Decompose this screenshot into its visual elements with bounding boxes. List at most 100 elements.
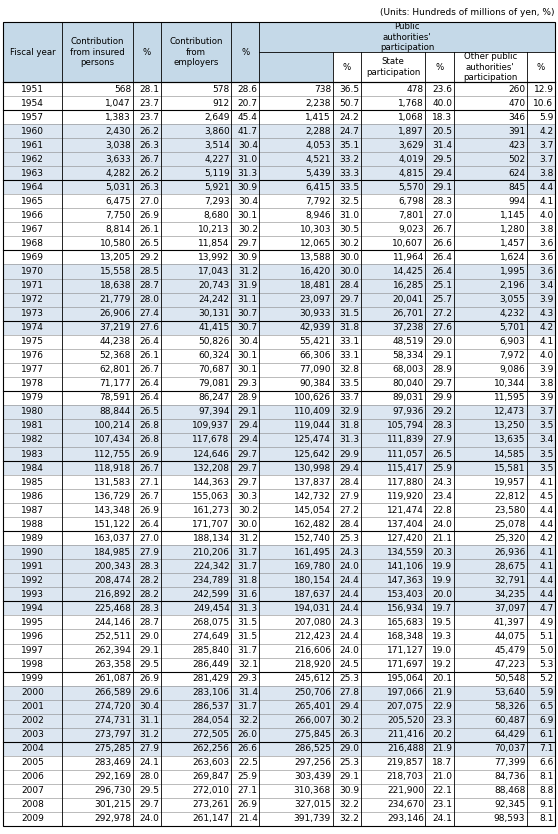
Text: 50.7: 50.7 bbox=[339, 98, 359, 108]
Text: 263,358: 263,358 bbox=[94, 660, 131, 669]
Text: 1977: 1977 bbox=[21, 365, 44, 374]
Text: 33.3: 33.3 bbox=[339, 168, 359, 178]
Text: 37,219: 37,219 bbox=[100, 323, 131, 332]
Text: 1951: 1951 bbox=[21, 84, 44, 93]
Text: 19.9: 19.9 bbox=[432, 575, 452, 585]
Text: 10,303: 10,303 bbox=[300, 225, 331, 234]
Text: 210,206: 210,206 bbox=[193, 548, 230, 557]
Text: 13,250: 13,250 bbox=[494, 421, 525, 430]
Text: 33.2: 33.2 bbox=[339, 155, 359, 163]
Text: 24.1: 24.1 bbox=[140, 758, 159, 767]
Text: 13,635: 13,635 bbox=[494, 435, 525, 445]
Text: 20.3: 20.3 bbox=[432, 548, 452, 557]
Text: 4.0: 4.0 bbox=[539, 211, 554, 220]
Text: 4.0: 4.0 bbox=[539, 351, 554, 360]
Bar bbox=[3, 124, 555, 138]
Text: 1970: 1970 bbox=[21, 267, 44, 276]
Text: 9,023: 9,023 bbox=[398, 225, 424, 234]
Text: 263,603: 263,603 bbox=[193, 758, 230, 767]
Text: %: % bbox=[142, 48, 151, 57]
Text: 27.6: 27.6 bbox=[432, 323, 452, 332]
Text: 242,599: 242,599 bbox=[193, 590, 230, 599]
Text: 1997: 1997 bbox=[21, 646, 44, 655]
Text: 26.4: 26.4 bbox=[140, 379, 159, 389]
Text: 31.8: 31.8 bbox=[238, 575, 258, 585]
Text: 60,487: 60,487 bbox=[494, 716, 525, 726]
Text: 27.4: 27.4 bbox=[140, 309, 159, 318]
Bar bbox=[3, 279, 555, 293]
Text: 1,047: 1,047 bbox=[105, 98, 131, 108]
Text: 29.0: 29.0 bbox=[339, 744, 359, 753]
Text: 283,106: 283,106 bbox=[193, 688, 230, 697]
Text: 30.7: 30.7 bbox=[238, 323, 258, 332]
Text: 26.1: 26.1 bbox=[139, 225, 159, 234]
Text: 3,633: 3,633 bbox=[105, 155, 131, 163]
Text: 27.9: 27.9 bbox=[139, 548, 159, 557]
Text: 30.9: 30.9 bbox=[339, 786, 359, 796]
Text: 125,642: 125,642 bbox=[294, 450, 331, 459]
Text: 48,519: 48,519 bbox=[393, 337, 424, 346]
Bar bbox=[3, 644, 555, 657]
Text: 11,964: 11,964 bbox=[393, 253, 424, 262]
Text: 111,057: 111,057 bbox=[387, 450, 424, 459]
Text: 27.1: 27.1 bbox=[238, 786, 258, 796]
Text: 27.6: 27.6 bbox=[139, 323, 159, 332]
Text: 31.8: 31.8 bbox=[339, 323, 359, 332]
Text: 1964: 1964 bbox=[21, 183, 44, 192]
Text: 3,055: 3,055 bbox=[499, 295, 525, 304]
Text: 2,238: 2,238 bbox=[306, 98, 331, 108]
Text: 24.5: 24.5 bbox=[339, 660, 359, 669]
Text: 1969: 1969 bbox=[21, 253, 44, 262]
Text: 3.4: 3.4 bbox=[539, 281, 554, 290]
Text: 27.1: 27.1 bbox=[139, 478, 159, 486]
Text: 11,854: 11,854 bbox=[198, 239, 230, 248]
Text: 32.2: 32.2 bbox=[339, 801, 359, 810]
Text: 3.4: 3.4 bbox=[539, 435, 554, 445]
Text: 2007: 2007 bbox=[21, 786, 44, 796]
Text: Public
authorities'
participation: Public authorities' participation bbox=[380, 22, 434, 52]
Text: 1,145: 1,145 bbox=[500, 211, 525, 220]
Text: 14,585: 14,585 bbox=[494, 450, 525, 459]
Text: 6.1: 6.1 bbox=[539, 731, 554, 739]
Text: 88,468: 88,468 bbox=[494, 786, 525, 796]
Text: 71,177: 71,177 bbox=[99, 379, 131, 389]
Text: 32.1: 32.1 bbox=[238, 660, 258, 669]
Text: 171,127: 171,127 bbox=[387, 646, 424, 655]
Text: 3.7: 3.7 bbox=[539, 155, 554, 163]
Text: 19,957: 19,957 bbox=[494, 478, 525, 486]
Text: 260: 260 bbox=[508, 84, 525, 93]
Text: 33.1: 33.1 bbox=[339, 351, 359, 360]
Text: 5.1: 5.1 bbox=[539, 632, 554, 641]
Text: 24.4: 24.4 bbox=[339, 590, 359, 599]
Text: 284,054: 284,054 bbox=[193, 716, 230, 726]
Text: 23.4: 23.4 bbox=[432, 491, 452, 500]
Text: 20.1: 20.1 bbox=[432, 674, 452, 683]
Text: 281,429: 281,429 bbox=[193, 674, 230, 683]
Text: 4.1: 4.1 bbox=[539, 478, 554, 486]
Text: 1991: 1991 bbox=[21, 562, 44, 570]
Text: 1,995: 1,995 bbox=[499, 267, 525, 276]
Text: 1985: 1985 bbox=[21, 478, 44, 486]
Text: 218,703: 218,703 bbox=[387, 772, 424, 781]
Text: 2,288: 2,288 bbox=[306, 127, 331, 136]
Text: 15,581: 15,581 bbox=[494, 464, 525, 473]
Text: 1990: 1990 bbox=[21, 548, 44, 557]
Text: 168,348: 168,348 bbox=[387, 632, 424, 641]
Bar bbox=[3, 714, 555, 728]
Text: 470: 470 bbox=[508, 98, 525, 108]
Text: 30.1: 30.1 bbox=[238, 365, 258, 374]
Text: 29.5: 29.5 bbox=[139, 660, 159, 669]
Text: 31.2: 31.2 bbox=[238, 267, 258, 276]
Text: 44,238: 44,238 bbox=[100, 337, 131, 346]
Text: 24.4: 24.4 bbox=[339, 604, 359, 613]
Text: 100,214: 100,214 bbox=[94, 421, 131, 430]
Text: 1,280: 1,280 bbox=[500, 225, 525, 234]
Text: 8.8: 8.8 bbox=[539, 786, 554, 796]
Text: 1961: 1961 bbox=[21, 141, 44, 149]
Text: 41.7: 41.7 bbox=[238, 127, 258, 136]
Text: 28.3: 28.3 bbox=[139, 604, 159, 613]
Text: 45.4: 45.4 bbox=[238, 113, 258, 122]
Text: 30.9: 30.9 bbox=[238, 183, 258, 192]
Text: 4.2: 4.2 bbox=[540, 323, 554, 332]
Text: 5,570: 5,570 bbox=[398, 183, 424, 192]
